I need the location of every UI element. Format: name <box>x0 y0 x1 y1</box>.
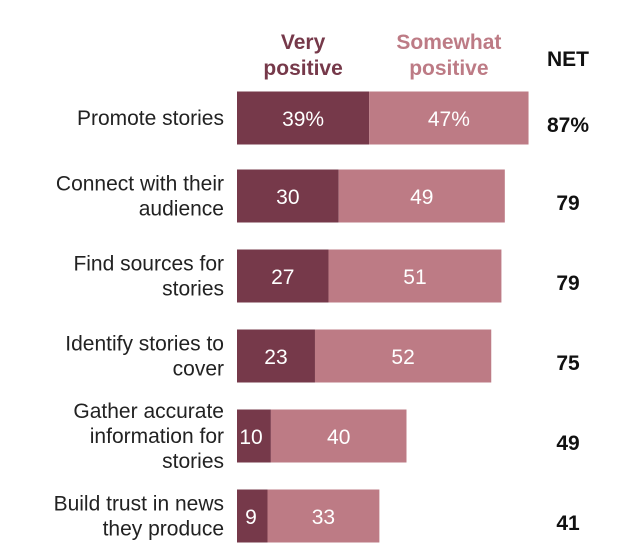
legend-very-positive-label: positive <box>263 57 342 80</box>
bar-very-positive <box>237 329 315 383</box>
category-label: cover <box>173 358 224 381</box>
data-label: 9 <box>245 506 257 529</box>
category-label: Identify stories to <box>65 333 224 356</box>
net-value: 75 <box>556 352 580 375</box>
bar-very-positive <box>237 169 339 223</box>
data-label: 30 <box>276 186 299 209</box>
data-label: 39% <box>282 108 324 131</box>
net-value: 87% <box>547 114 589 137</box>
category-label: Connect with their <box>56 173 224 196</box>
category-label: information for <box>90 425 224 448</box>
data-label: 40 <box>327 426 350 449</box>
category-label: Build trust in news <box>54 493 224 516</box>
data-label: 52 <box>391 346 414 369</box>
data-label: 47% <box>428 108 470 131</box>
data-label: 49 <box>410 186 433 209</box>
data-label: 10 <box>239 426 262 449</box>
net-column-header: NET <box>547 48 589 71</box>
bar-very-positive <box>237 249 329 303</box>
net-value: 49 <box>556 432 579 455</box>
category-label: Promote stories <box>77 107 224 130</box>
legend-very-positive-label: Very <box>281 31 326 54</box>
bar-somewhat-positive <box>314 329 492 383</box>
net-value: 79 <box>556 272 579 295</box>
category-label: Find sources for <box>73 253 224 276</box>
bar-very-positive <box>237 489 268 543</box>
category-label: stories <box>162 278 224 301</box>
bar-very-positive <box>237 91 370 145</box>
data-label: 51 <box>403 266 426 289</box>
net-value: 41 <box>556 512 580 535</box>
data-label: 23 <box>264 346 287 369</box>
category-label: they produce <box>103 518 224 541</box>
legend-somewhat-positive-label: positive <box>409 57 488 80</box>
category-label: stories <box>162 450 224 473</box>
bar-very-positive <box>237 409 271 463</box>
data-label: 33 <box>312 506 335 529</box>
category-label: audience <box>139 198 224 221</box>
data-label: 27 <box>271 266 294 289</box>
bar-somewhat-positive <box>270 409 407 463</box>
bar-somewhat-positive <box>338 169 505 223</box>
category-label: Gather accurate <box>73 400 224 423</box>
bar-somewhat-positive <box>267 489 380 543</box>
bar-somewhat-positive <box>328 249 502 303</box>
net-value: 79 <box>556 192 579 215</box>
bar-somewhat-positive <box>369 91 529 145</box>
legend-somewhat-positive-label: Somewhat <box>396 31 501 54</box>
